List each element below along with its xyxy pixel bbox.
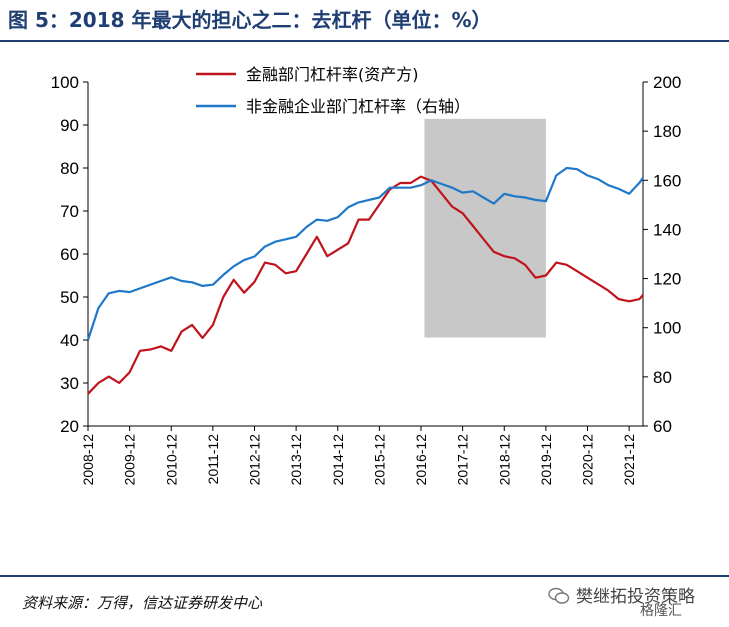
left-tick-label: 80: [60, 159, 79, 178]
left-tick-label: 90: [60, 116, 79, 135]
right-tick-label: 60: [653, 417, 672, 436]
shaded-region: [424, 118, 546, 338]
series-line-nonfinancial: [86, 166, 644, 341]
left-tick-label: 30: [60, 374, 79, 393]
watermark-sub: 格隆汇: [640, 603, 682, 619]
left-tick-label: 20: [60, 417, 79, 436]
x-tick-label: 2013-12: [288, 434, 304, 486]
x-tick-label: 2012-12: [247, 434, 263, 486]
left-tick-label: 50: [60, 288, 79, 307]
x-tick-label: 2020-12: [580, 434, 596, 486]
legend-label: 非金融企业部门杠杆率（右轴）: [246, 97, 470, 116]
right-tick-label: 120: [653, 270, 681, 289]
right-tick-label: 180: [653, 122, 681, 141]
title-rule: [0, 40, 729, 42]
series-line-financial: [87, 175, 644, 395]
x-tick-label: 2011-12: [205, 434, 221, 485]
left-tick-label: 60: [60, 245, 79, 264]
x-tick-label: 2018-12: [496, 434, 512, 486]
chart: 20 30 40 50 60 70 80 90 100 60 80 100 120 140 160 180 20…: [51, 65, 682, 486]
x-tick-label: 2010-12: [163, 434, 179, 486]
watermark-text: 樊继拓投资策略: [576, 587, 695, 607]
x-tick-label: 2014-12: [330, 434, 346, 486]
watermark: 樊继拓投资策略: [548, 582, 695, 607]
left-tick-label: 100: [51, 73, 79, 92]
x-tick-label: 2017-12: [455, 434, 471, 486]
source-note: 资料来源：万得，信达证券研发中心: [22, 594, 263, 612]
x-tick-label: 2016-12: [413, 434, 429, 486]
right-tick-label: 80: [653, 368, 672, 387]
legend-label: 金融部门杠杆率(资产方): [246, 65, 419, 84]
x-tick-label: 2009-12: [122, 434, 138, 486]
wechat-icon: [548, 587, 570, 604]
left-tick-label: 40: [60, 331, 79, 350]
right-tick-label: 100: [653, 319, 681, 338]
x-tick-label: 2019-12: [538, 434, 554, 486]
x-tick-label: 2008-12: [80, 434, 96, 486]
chart-title: 图 5：2018 年最大的担心之二：去杠杆（单位：%）: [8, 8, 492, 32]
x-tick-label: 2021-12: [621, 434, 637, 486]
x-tick-label: 2015-12: [371, 434, 387, 486]
right-tick-label: 200: [653, 73, 681, 92]
right-tick-label: 160: [653, 171, 681, 190]
right-tick-label: 140: [653, 220, 681, 239]
left-tick-label: 70: [60, 202, 79, 221]
footer-rule: [0, 575, 729, 577]
